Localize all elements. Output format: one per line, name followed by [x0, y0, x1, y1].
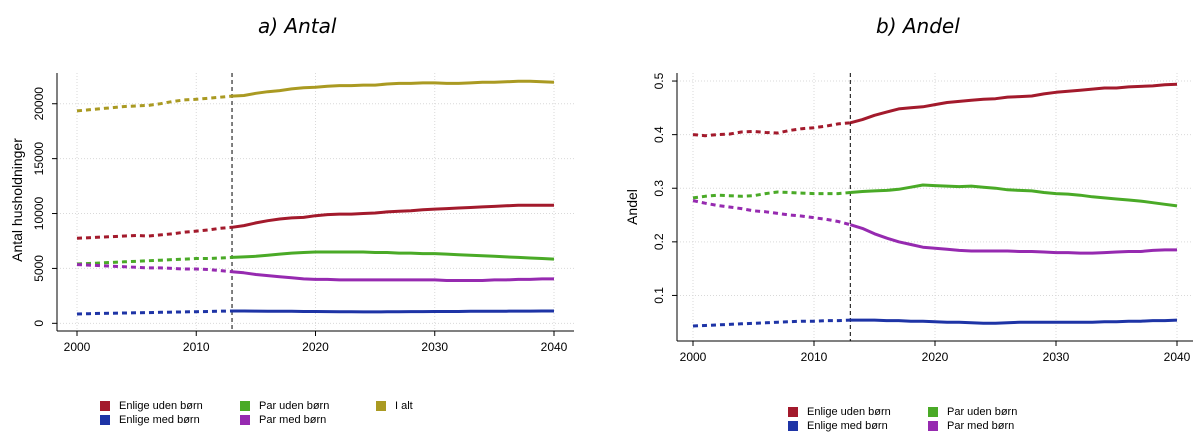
legend-label: Par uden børn	[259, 400, 330, 412]
chart-b-series-0-historical	[692, 121, 851, 138]
chart-b-series-3-projection	[850, 318, 1178, 325]
chart-a-legend: Enlige uden børn Par uden børn I alt Enlige…	[100, 400, 520, 440]
chart-b-ytick-label: 0.2	[652, 233, 666, 250]
legend-item: I alt	[376, 400, 413, 412]
chart-b-xtick-label: 2000	[680, 350, 707, 364]
legend-swatch	[788, 407, 798, 417]
chart-b-legend: Enlige uden børn Par uden børn Enlige med …	[788, 406, 1198, 446]
chart-a-series-1-projection	[231, 203, 554, 229]
legend-swatch	[376, 401, 386, 411]
chart-a-xtick-label: 2020	[302, 340, 329, 354]
chart-b-series-1-projection	[850, 183, 1178, 208]
chart-b-xtick-label: 2030	[1043, 350, 1070, 364]
chart-a-series-1-historical	[76, 225, 233, 240]
chart-a-title: a) Antal	[258, 14, 337, 38]
legend-item: Par med børn	[928, 420, 1014, 432]
chart-a-ytick-label: 10000	[32, 197, 46, 231]
chart-b-ylabel: Andel	[624, 189, 640, 225]
chart-b-ytick-label: 0.4	[652, 126, 666, 143]
chart-b-series-1-historical	[692, 190, 851, 200]
chart-a-ytick-label: 5000	[32, 255, 46, 282]
legend-item: Par uden børn	[928, 406, 1017, 418]
chart-b-xtick-label: 2020	[922, 350, 949, 364]
chart-a-xtick-label: 2010	[183, 340, 210, 354]
legend-label: Par uden børn	[947, 406, 1018, 418]
legend-label: Enlige med børn	[807, 420, 888, 432]
legend-label: I alt	[395, 400, 413, 412]
chart-a-series-4-historical	[76, 309, 233, 316]
chart-b-series-0-projection	[849, 82, 1178, 125]
chart-a-series-0-historical	[76, 94, 233, 113]
chart-a-xtick-label: 2040	[541, 340, 568, 354]
legend-swatch	[788, 421, 798, 431]
chart-a-series-4-projection	[232, 309, 554, 314]
chart-a-ytick-label: 0	[32, 320, 46, 327]
legend-swatch	[100, 401, 110, 411]
chart-b-ytick-label: 0.1	[652, 287, 666, 304]
legend-label: Enlige uden børn	[807, 406, 891, 418]
legend-item: Enlige med børn	[100, 414, 200, 426]
legend-swatch	[240, 415, 250, 425]
legend-swatch	[240, 401, 250, 411]
chart-b-xtick-label: 2010	[801, 350, 828, 364]
legend-label: Par med børn	[259, 414, 327, 426]
chart-a-series-3-historical	[76, 263, 233, 274]
chart-b-ytick-label: 0.5	[652, 72, 666, 89]
chart-b-series-2-historical	[692, 199, 851, 227]
legend-label: Enlige uden børn	[119, 400, 203, 412]
chart-a-series-3-projection	[231, 270, 554, 282]
chart-a-xtick-label: 2000	[64, 340, 91, 354]
legend-item: Par uden børn	[240, 400, 329, 412]
legend-swatch	[928, 421, 938, 431]
chart-a-xtick-label: 2030	[421, 340, 448, 354]
chart-a-ytick-label: 15000	[32, 142, 46, 176]
chart-b-title: b) Andel	[876, 14, 960, 38]
charts-canvas: 2000 2010 2020 2030 204005000100001500020000…	[9, 72, 1193, 364]
chart-a-ytick-label: 20000	[32, 87, 46, 121]
legend-swatch	[928, 407, 938, 417]
chart-a-plot: 2000 2010 2020 2030 2040 0 5000 10000 15000 20000…	[9, 73, 574, 354]
legend-item: Enlige uden børn	[100, 400, 203, 412]
chart-a-series-2-projection	[231, 250, 555, 261]
chart-b-ytick-label: 0.3	[652, 180, 666, 197]
chart-b-xtick-label: 2040	[1164, 350, 1191, 364]
legend-label: Par med børn	[947, 420, 1015, 432]
legend-item: Enlige med børn	[788, 420, 888, 432]
chart-a-ylabel: Antal husholdninger	[9, 138, 25, 262]
chart-b-plot: 2000 2010 2020 2030 2040 0.1 0.2 0.3 0.4 0.5 Andel	[624, 72, 1193, 364]
legend-item: Par med børn	[240, 414, 326, 426]
legend-label: Enlige med børn	[119, 414, 200, 426]
chart-b-series-3-historical	[692, 318, 851, 328]
legend-swatch	[100, 415, 110, 425]
chart-a-series-0-projection	[231, 79, 555, 98]
legend-item: Enlige uden børn	[788, 406, 891, 418]
chart-a-series-2-historical	[76, 255, 233, 266]
chart-b-series-2-projection	[849, 223, 1177, 255]
